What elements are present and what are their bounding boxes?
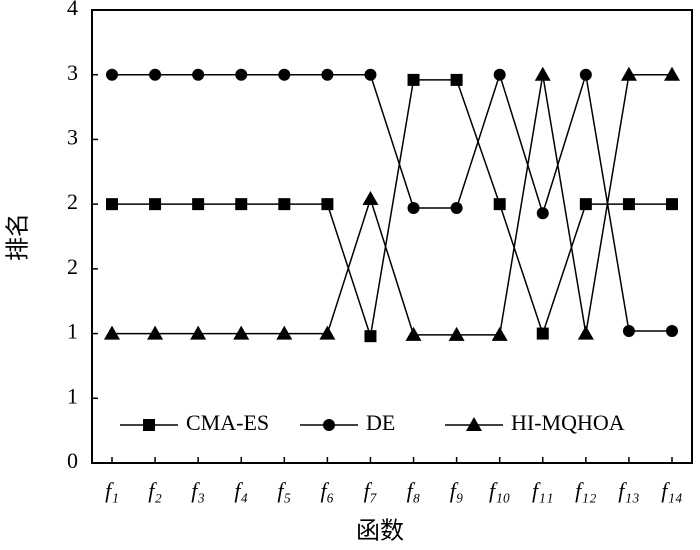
- legend-label: HI-MQHOA: [511, 410, 625, 435]
- data-point: [579, 198, 592, 211]
- data-point: [620, 66, 637, 81]
- data-point: [666, 324, 678, 337]
- x-tick-label: f₆: [321, 478, 335, 503]
- x-tick-label: f₇: [364, 478, 378, 503]
- y-tick-label: 0: [67, 448, 78, 473]
- data-point: [364, 330, 377, 343]
- data-point: [664, 66, 680, 81]
- x-tick-label: f₅: [277, 478, 291, 503]
- data-point: [362, 190, 379, 205]
- data-point: [192, 198, 205, 211]
- legend-label: CMA-ES: [186, 410, 269, 435]
- data-point: [407, 202, 420, 215]
- data-point: [319, 325, 336, 340]
- legend-marker: [143, 419, 155, 431]
- data-point: [321, 68, 334, 81]
- legend-marker: [323, 419, 335, 431]
- data-point: [190, 325, 207, 340]
- series-line: [112, 79, 672, 337]
- data-point: [235, 198, 248, 211]
- data-point: [106, 68, 118, 81]
- data-point: [493, 68, 506, 81]
- data-point: [536, 207, 549, 220]
- x-tick-label: f₁₁: [532, 478, 553, 503]
- data-point: [147, 325, 164, 340]
- data-point: [321, 198, 334, 211]
- data-point: [450, 202, 463, 215]
- data-point: [534, 66, 551, 81]
- data-point: [622, 198, 635, 211]
- data-point: [491, 326, 508, 341]
- x-axis-label: 函数: [356, 518, 404, 545]
- legend-label: DE: [366, 410, 395, 435]
- x-tick-label: f₁₂: [575, 478, 597, 503]
- y-axis-label: 排名: [5, 213, 32, 261]
- data-point: [407, 73, 420, 86]
- series-line: [112, 72, 672, 332]
- data-point: [276, 325, 293, 340]
- data-point: [233, 325, 250, 340]
- series-line: [112, 73, 672, 336]
- y-tick-label: 2: [67, 189, 78, 214]
- data-point: [106, 198, 118, 211]
- data-point: [278, 68, 291, 81]
- y-tick-label: 2: [67, 254, 78, 279]
- data-point: [536, 327, 549, 340]
- data-point: [450, 73, 463, 86]
- data-point: [577, 325, 594, 340]
- legend-marker: [466, 417, 482, 431]
- x-tick-label: f₁₀: [489, 478, 510, 503]
- data-point: [104, 325, 120, 340]
- data-point: [149, 68, 162, 81]
- y-tick-label: 3: [67, 124, 78, 149]
- data-point: [448, 326, 465, 341]
- x-tick-label: f₁₄: [661, 478, 682, 503]
- y-tick-label: 1: [67, 383, 78, 408]
- data-point: [493, 198, 506, 211]
- data-point: [666, 198, 678, 211]
- y-tick-label: 3: [67, 60, 78, 85]
- x-tick-label: f₉: [450, 478, 464, 503]
- data-point: [364, 68, 377, 81]
- x-tick-label: f₁₃: [618, 478, 639, 503]
- x-tick-label: f₃: [191, 478, 205, 503]
- y-tick-label: 1: [67, 319, 78, 344]
- x-tick-label: f₄: [234, 478, 248, 503]
- x-tick-label: f₂: [148, 478, 162, 503]
- data-point: [579, 68, 592, 81]
- data-point: [192, 68, 205, 81]
- data-point: [622, 324, 635, 337]
- data-point: [278, 198, 291, 211]
- y-tick-label: 4: [67, 0, 78, 20]
- data-point: [405, 326, 422, 341]
- plot-frame: [91, 9, 693, 464]
- x-tick-label: f₁: [105, 478, 119, 503]
- data-point: [149, 198, 162, 211]
- x-tick-label: f₈: [407, 478, 421, 503]
- data-point: [235, 68, 248, 81]
